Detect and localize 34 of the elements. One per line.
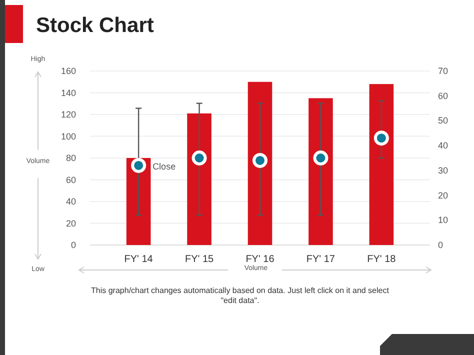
- y-tick-label: 0: [70, 240, 76, 250]
- y2-tick-label: 40: [438, 140, 448, 151]
- y-tick-label: 60: [66, 174, 76, 185]
- x-tick-label: FY' 18: [367, 254, 396, 265]
- x-tick-label: FY' 17: [306, 254, 336, 265]
- chart-title: Stock Chart: [36, 14, 154, 37]
- y2-tick-label: 30: [438, 165, 448, 176]
- y-tick-label: 100: [60, 131, 76, 142]
- y2-tick-label: 20: [438, 190, 448, 200]
- y-tick-label: 40: [66, 196, 76, 206]
- y-tick-label: 140: [60, 88, 76, 98]
- point: [313, 150, 328, 166]
- x-tick-label: FY' 14: [124, 254, 154, 265]
- point: [131, 158, 146, 173]
- bar: [248, 82, 272, 245]
- text: This graph/chart changes automatically based on data. Just left click on it and select "edit data".: [90, 286, 390, 306]
- bar: [308, 98, 333, 245]
- y2-tick-label: 10: [438, 215, 448, 226]
- y2-tick-label: 60: [438, 90, 448, 101]
- series-label: Close: [152, 161, 176, 172]
- y2-tick-label: 0: [438, 240, 444, 250]
- x-tick-label: FY' 16: [246, 254, 275, 265]
- y-tick-label: 160: [60, 66, 76, 76]
- bar: [187, 113, 212, 245]
- point: [192, 150, 207, 166]
- x-tick-label: FY' 15: [184, 254, 214, 265]
- point: [252, 152, 268, 168]
- y-tick-label: 120: [60, 110, 76, 120]
- y2-tick-label: 70: [438, 66, 448, 76]
- point: [374, 130, 389, 146]
- y-tick-label: 20: [66, 218, 76, 228]
- y2-tick-label: 50: [438, 116, 448, 126]
- y-tick-label: 80: [66, 153, 76, 163]
- bar: [369, 84, 394, 245]
